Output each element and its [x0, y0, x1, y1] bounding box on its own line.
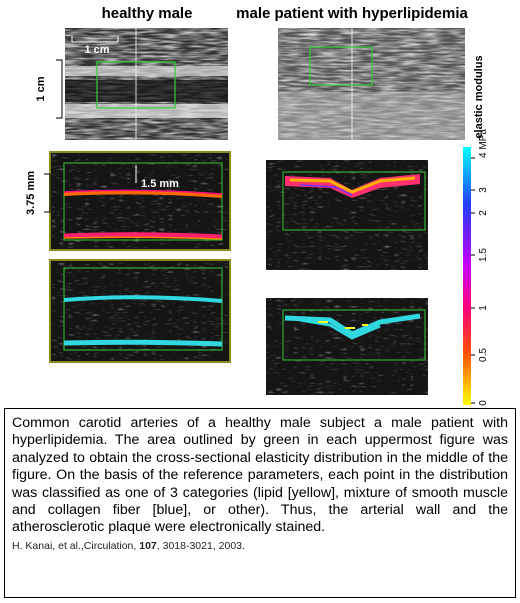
- elasticity-patient: [266, 160, 428, 270]
- classification-patient: [266, 298, 428, 395]
- citation-volume: 107: [139, 539, 157, 552]
- classification-healthy: [49, 259, 231, 363]
- colorbar-tick-label: 3: [478, 187, 489, 193]
- colorbar: elastic modulus 4 MPa 3 2 1.5 1 0.5 0: [463, 55, 489, 406]
- scale-label: 1 cm: [84, 44, 109, 56]
- citation-authors: H. Kanai, et al.,Circulation,: [12, 539, 140, 552]
- right-title: male patient with hyperlipidemia: [236, 5, 468, 22]
- scale-label: 3.75 mm: [25, 171, 37, 215]
- citation-rest: , 3018-3021, 2003.: [156, 539, 245, 552]
- bmode-patient: [278, 28, 465, 140]
- colorbar-tick-label: 0.5: [478, 348, 489, 362]
- elasticity-healthy: 1.5 mm 3.75 mm: [25, 151, 231, 251]
- bmode-healthy: 1 cm 1 cm: [35, 28, 228, 140]
- figure: healthy male male patient with hyperlipi…: [25, 5, 489, 406]
- colorbar-tick-label: 0: [478, 400, 489, 406]
- citation: H. Kanai, et al.,Circulation, 107, 3018-…: [12, 540, 245, 552]
- scale-label: 1 cm: [35, 76, 47, 101]
- scale-label: 1.5 mm: [141, 178, 179, 190]
- caption: Common carotid arteries of a healthy mal…: [4, 408, 516, 598]
- colorbar-tick-label: 2: [478, 210, 489, 216]
- colorbar-tick-label: 1: [478, 305, 489, 311]
- left-title: healthy male: [102, 5, 193, 22]
- caption-text: Common carotid arteries of a healthy mal…: [12, 415, 508, 536]
- colorbar-label: elastic modulus: [473, 55, 485, 138]
- colorbar-tick-label: 4 MPa: [478, 129, 489, 158]
- colorbar-tick-label: 1.5: [478, 248, 489, 262]
